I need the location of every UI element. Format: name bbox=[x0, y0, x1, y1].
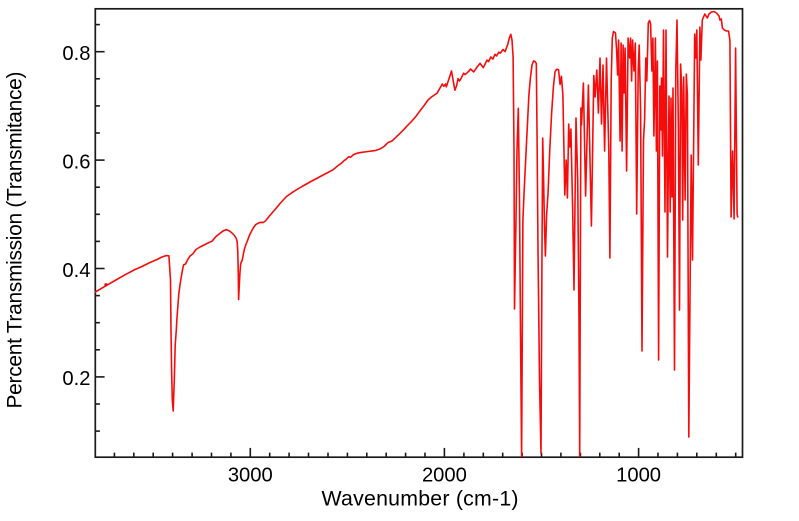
svg-text:0.4: 0.4 bbox=[62, 260, 90, 282]
svg-text:0.6: 0.6 bbox=[62, 151, 90, 173]
svg-text:Percent Transmission (Transmit: Percent Transmission (Transmitance) bbox=[4, 72, 27, 409]
svg-text:0.8: 0.8 bbox=[62, 43, 90, 65]
svg-text:2000: 2000 bbox=[422, 464, 467, 486]
svg-text:3000: 3000 bbox=[228, 464, 273, 486]
svg-text:1000: 1000 bbox=[616, 464, 661, 486]
svg-text:Wavenumber (cm-1): Wavenumber (cm-1) bbox=[322, 487, 519, 511]
svg-text:0.2: 0.2 bbox=[62, 368, 90, 390]
